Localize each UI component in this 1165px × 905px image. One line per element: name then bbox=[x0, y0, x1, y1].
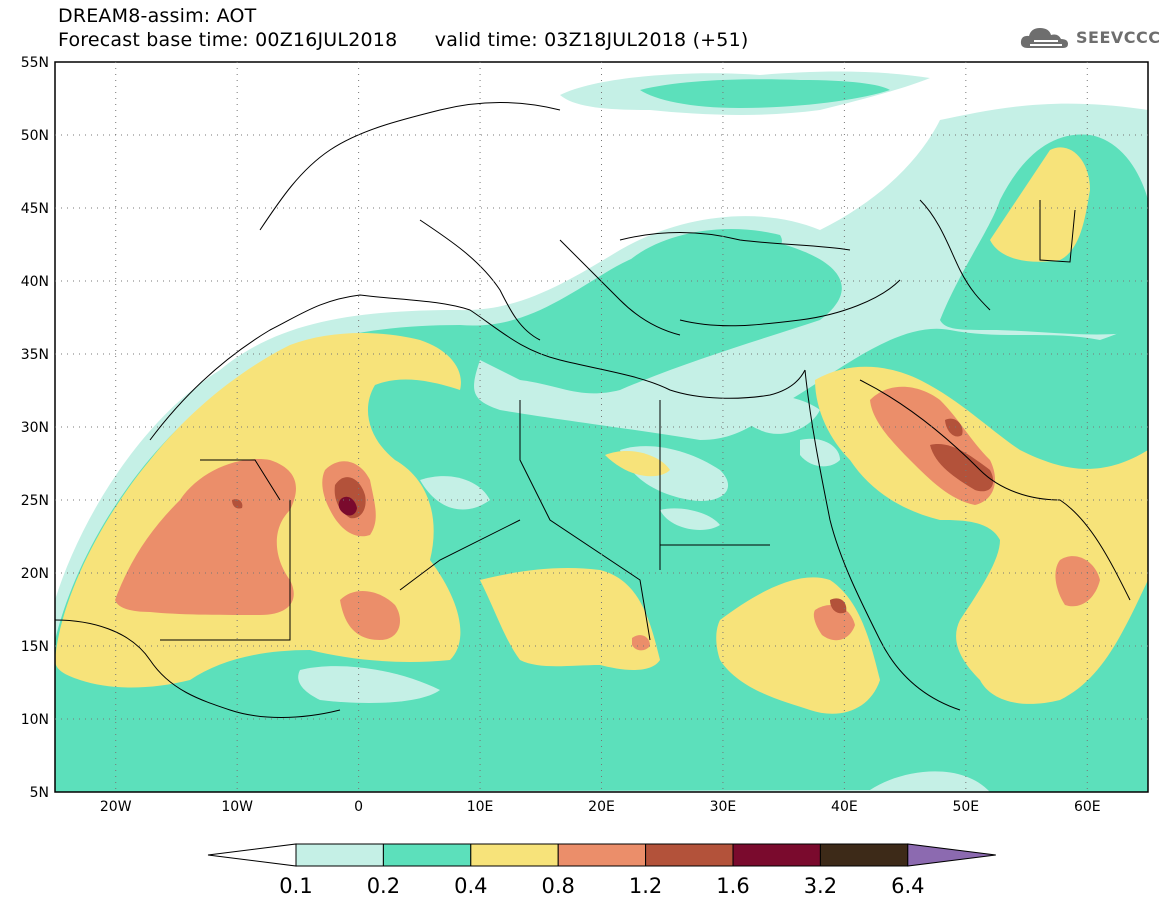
lon-label: 20E bbox=[588, 799, 615, 815]
colorbar-swatch bbox=[732, 843, 821, 867]
colorbar-label: 1.6 bbox=[716, 874, 749, 898]
colorbar-label: 1.2 bbox=[629, 874, 662, 898]
colorbar-label: 3.2 bbox=[804, 874, 837, 898]
colorbar-label: 6.4 bbox=[891, 874, 924, 898]
colorbar-under-arrow bbox=[207, 843, 297, 867]
map-title-block: DREAM8-assim: AOT Forecast base time: 00… bbox=[58, 4, 749, 52]
lon-label: 10E bbox=[467, 799, 494, 815]
lon-label: 30E bbox=[710, 799, 737, 815]
colorbar-swatch bbox=[557, 843, 647, 867]
lat-label: 45N bbox=[21, 201, 49, 217]
colorbar-swatch bbox=[382, 843, 472, 867]
lon-label: 60E bbox=[1074, 799, 1101, 815]
lon-label: 0 bbox=[354, 799, 363, 815]
colorbar-over-arrow bbox=[907, 843, 996, 867]
cloud-icon bbox=[1020, 28, 1068, 48]
colorbar-label: 0.8 bbox=[541, 874, 574, 898]
lon-label: 40E bbox=[831, 799, 858, 815]
logo-text: SEEVCCC bbox=[1076, 27, 1161, 47]
base-time: Forecast base time: 00Z16JUL2018 bbox=[58, 29, 398, 51]
colorbar-swatch bbox=[645, 843, 734, 867]
lat-label: 35N bbox=[21, 347, 49, 363]
colorbar-label: 0.4 bbox=[454, 874, 487, 898]
valid-time: valid time: 03Z18JUL2018 (+51) bbox=[434, 29, 749, 51]
lat-label: 20N bbox=[21, 566, 49, 582]
forecast-time-line: Forecast base time: 00Z16JUL2018 valid t… bbox=[58, 28, 749, 52]
lat-label: 15N bbox=[21, 639, 49, 655]
map-title: DREAM8-assim: AOT bbox=[58, 5, 257, 27]
longitude-labels: 20W 10W 0 10E 20E 30E 40E 50E 60E bbox=[100, 799, 1101, 815]
lon-label: 50E bbox=[952, 799, 979, 815]
colorbar: 0.1 0.2 0.4 0.8 1.2 1.6 3.2 6.4 bbox=[207, 843, 996, 898]
seevccc-logo: SEEVCCC bbox=[1018, 24, 1161, 50]
lat-label: 10N bbox=[21, 712, 49, 728]
lat-label: 25N bbox=[21, 493, 49, 509]
colorbar-swatch bbox=[295, 843, 384, 867]
colorbar-swatch bbox=[819, 843, 909, 867]
lat-label: 55N bbox=[21, 55, 49, 71]
lat-label: 5N bbox=[30, 785, 49, 801]
latitude-labels: 55N 50N 45N 40N 35N 30N 25N 20N 15N 10N 5N bbox=[21, 55, 49, 801]
coastlines bbox=[55, 102, 1131, 718]
colorbar-label: 0.2 bbox=[367, 874, 400, 898]
lat-label: 50N bbox=[21, 128, 49, 144]
lat-label: 40N bbox=[21, 274, 49, 290]
graticule bbox=[55, 62, 1148, 792]
colorbar-label: 0.1 bbox=[279, 874, 312, 898]
aot-level-1.6 bbox=[338, 496, 357, 516]
lon-label: 20W bbox=[100, 799, 132, 815]
lon-label: 10W bbox=[221, 799, 253, 815]
colorbar-swatch bbox=[470, 843, 559, 867]
lat-label: 30N bbox=[21, 420, 49, 436]
aot-level-0.1-holes bbox=[298, 394, 840, 703]
